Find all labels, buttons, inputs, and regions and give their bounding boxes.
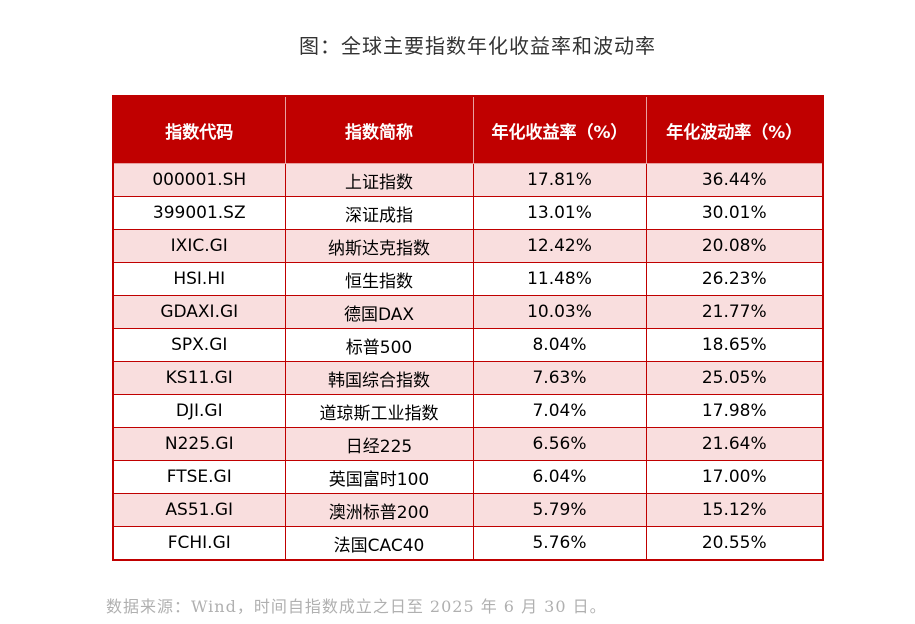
index-name-cell: 道琼斯工业指数 [284, 394, 474, 428]
table-row: SPX.GI 标普500 8.04% 18.65% [112, 328, 824, 362]
table-row: KS11.GI 韩国综合指数 7.63% 25.05% [112, 361, 824, 395]
header-index-name: 指数简称 [284, 95, 474, 164]
table-row: AS51.GI 澳洲标普200 5.79% 15.12% [112, 493, 824, 527]
index-name-cell: 英国富时100 [284, 460, 474, 494]
index-code-cell: FCHI.GI [112, 526, 286, 561]
index-code-cell: SPX.GI [112, 328, 286, 362]
index-code-cell: N225.GI [112, 427, 286, 461]
index-code-cell: FTSE.GI [112, 460, 286, 494]
annual-volatility-cell: 25.05% [645, 361, 824, 395]
table-header-row: 指数代码 指数简称 年化收益率（%） 年化波动率（%） [112, 95, 824, 164]
index-code-cell: DJI.GI [112, 394, 286, 428]
annual-return-cell: 13.01% [472, 196, 647, 230]
table-row: 399001.SZ 深证成指 13.01% 30.01% [112, 196, 824, 230]
index-name-cell: 德国DAX [284, 295, 474, 329]
annual-return-cell: 7.04% [472, 394, 647, 428]
index-name-cell: 日经225 [284, 427, 474, 461]
annual-volatility-cell: 15.12% [645, 493, 824, 527]
annual-return-cell: 17.81% [472, 163, 647, 197]
index-code-cell: HSI.HI [112, 262, 286, 296]
header-annual-volatility: 年化波动率（%） [645, 95, 824, 164]
annual-volatility-cell: 30.01% [645, 196, 824, 230]
annual-return-cell: 6.04% [472, 460, 647, 494]
index-name-cell: 韩国综合指数 [284, 361, 474, 395]
table-row: FCHI.GI 法国CAC40 5.76% 20.55% [112, 526, 824, 561]
header-index-code: 指数代码 [112, 95, 286, 164]
index-code-cell: 399001.SZ [112, 196, 286, 230]
table-row: HSI.HI 恒生指数 11.48% 26.23% [112, 262, 824, 296]
annual-volatility-cell: 20.08% [645, 229, 824, 263]
annual-volatility-cell: 18.65% [645, 328, 824, 362]
annual-return-cell: 5.76% [472, 526, 647, 561]
index-name-cell: 深证成指 [284, 196, 474, 230]
annual-return-cell: 5.79% [472, 493, 647, 527]
index-name-cell: 澳洲标普200 [284, 493, 474, 527]
index-code-cell: 000001.SH [112, 163, 286, 197]
index-table: 指数代码 指数简称 年化收益率（%） 年化波动率（%） 000001.SH 上证… [112, 95, 824, 561]
annual-volatility-cell: 36.44% [645, 163, 824, 197]
annual-volatility-cell: 17.00% [645, 460, 824, 494]
index-name-cell: 标普500 [284, 328, 474, 362]
table-row: GDAXI.GI 德国DAX 10.03% 21.77% [112, 295, 824, 329]
index-code-cell: GDAXI.GI [112, 295, 286, 329]
header-annual-return: 年化收益率（%） [472, 95, 647, 164]
table-row: IXIC.GI 纳斯达克指数 12.42% 20.08% [112, 229, 824, 263]
index-code-cell: KS11.GI [112, 361, 286, 395]
table-row: FTSE.GI 英国富时100 6.04% 17.00% [112, 460, 824, 494]
table-row: 000001.SH 上证指数 17.81% 36.44% [112, 163, 824, 197]
index-name-cell: 上证指数 [284, 163, 474, 197]
index-code-cell: AS51.GI [112, 493, 286, 527]
annual-volatility-cell: 17.98% [645, 394, 824, 428]
annual-return-cell: 8.04% [472, 328, 647, 362]
page-title: 图：全球主要指数年化收益率和波动率 [299, 34, 656, 58]
annual-volatility-cell: 26.23% [645, 262, 824, 296]
source-note: 数据来源：Wind，时间自指数成立之日至 2025 年 6 月 30 日。 [106, 597, 607, 616]
table-row: DJI.GI 道琼斯工业指数 7.04% 17.98% [112, 394, 824, 428]
index-name-cell: 恒生指数 [284, 262, 474, 296]
annual-volatility-cell: 21.77% [645, 295, 824, 329]
annual-return-cell: 12.42% [472, 229, 647, 263]
annual-return-cell: 6.56% [472, 427, 647, 461]
annual-return-cell: 7.63% [472, 361, 647, 395]
table-row: N225.GI 日经225 6.56% 21.64% [112, 427, 824, 461]
annual-volatility-cell: 21.64% [645, 427, 824, 461]
index-code-cell: IXIC.GI [112, 229, 286, 263]
annual-return-cell: 10.03% [472, 295, 647, 329]
index-name-cell: 法国CAC40 [284, 526, 474, 561]
annual-return-cell: 11.48% [472, 262, 647, 296]
index-name-cell: 纳斯达克指数 [284, 229, 474, 263]
annual-volatility-cell: 20.55% [645, 526, 824, 561]
